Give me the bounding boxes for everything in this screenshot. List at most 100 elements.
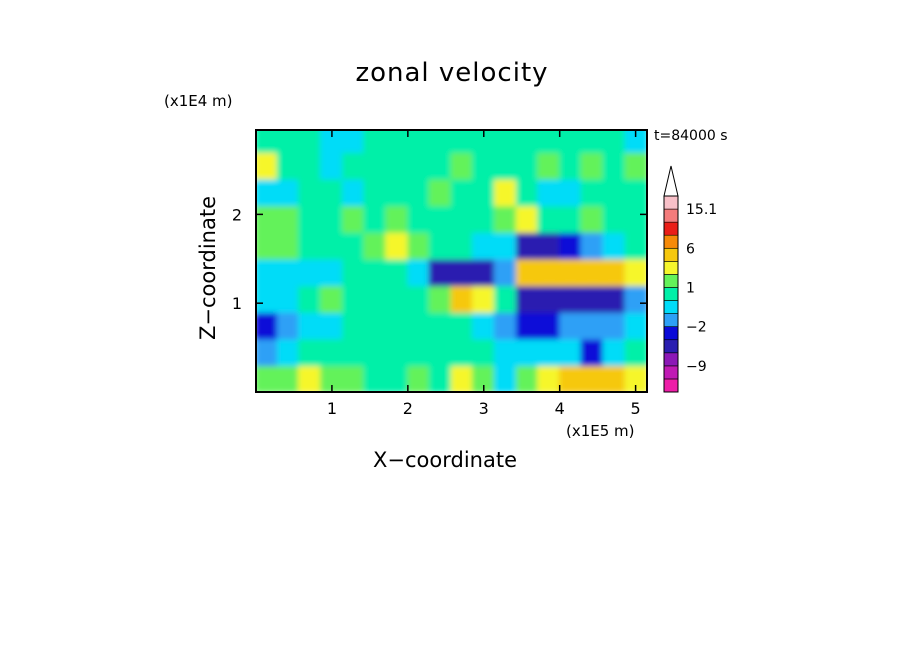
field-cell [385, 364, 410, 392]
field-cell [624, 258, 647, 287]
colorbar: 15.1 6 1 −2 −9 [663, 165, 717, 393]
field-cell [450, 130, 475, 153]
field-cell [428, 364, 453, 392]
field-cell [471, 231, 496, 260]
field-cell [342, 311, 366, 340]
colorbar-band [663, 221, 679, 236]
x-tick-label: 3 [479, 399, 489, 418]
field-cell [515, 258, 540, 287]
field-cell [256, 178, 279, 207]
field-cell [602, 337, 627, 367]
field-cell [407, 130, 432, 153]
field-cell [602, 258, 627, 287]
field-cell [515, 284, 540, 313]
field-cell [537, 231, 561, 260]
field-cell [428, 258, 453, 287]
field-cell [342, 337, 366, 367]
field-cell [428, 284, 453, 313]
field-cell [450, 231, 475, 260]
field-cell [515, 178, 540, 207]
field-cell [559, 130, 583, 153]
field-cell [580, 204, 605, 233]
field-cell [515, 337, 540, 367]
field-cell [298, 284, 322, 313]
field-cell [256, 284, 279, 313]
field-cell [342, 178, 366, 207]
field-cell [624, 284, 647, 313]
chart-title: zonal velocity [355, 58, 549, 88]
field-cell [580, 151, 605, 180]
field-cell [407, 204, 432, 233]
field-cell [276, 364, 301, 392]
field-cell [559, 231, 583, 260]
colorbar-band [663, 234, 679, 249]
field-cell [256, 258, 279, 287]
field-cell [407, 258, 432, 287]
field-cell [320, 231, 344, 260]
field-cell [428, 231, 453, 260]
field-cell [559, 284, 583, 313]
field-cell [580, 258, 605, 287]
field-cell [602, 204, 627, 233]
field-cell [602, 178, 627, 207]
field-cell [471, 337, 496, 367]
field-cell [580, 337, 605, 367]
field-cell [342, 204, 366, 233]
field-cell [559, 364, 583, 392]
field-cell [428, 204, 453, 233]
field-cell [256, 337, 279, 367]
field-cell [320, 258, 344, 287]
velocity-field [256, 130, 647, 392]
field-cell [493, 130, 518, 153]
field-cell [493, 231, 518, 260]
field-cell [363, 151, 388, 180]
field-cell [298, 178, 322, 207]
field-cell [450, 337, 475, 367]
colorbar-label: 15.1 [686, 202, 717, 218]
field-cell [320, 311, 344, 340]
field-cell [298, 337, 322, 367]
field-cell [256, 311, 279, 340]
field-cell [471, 204, 496, 233]
field-cell [602, 284, 627, 313]
field-cell [298, 258, 322, 287]
field-cell [537, 284, 561, 313]
x-axis-scale-label: (x1E5 m) [566, 422, 635, 440]
colorbar-band [663, 274, 679, 288]
colorbar-label: 1 [686, 280, 695, 296]
field-cell [450, 311, 475, 340]
field-cell [493, 284, 518, 313]
field-cell [342, 284, 366, 313]
field-cell [515, 204, 540, 233]
field-cell [471, 178, 496, 207]
field-cell [624, 311, 647, 340]
field-cell [320, 178, 344, 207]
colorbar-band [663, 261, 679, 275]
field-cell [537, 130, 561, 153]
field-cell [493, 311, 518, 340]
field-cell [298, 364, 322, 392]
axis-ticks: 1 2 3 4 5 1 2 [232, 130, 647, 418]
field-cell [450, 178, 475, 207]
field-cell [602, 151, 627, 180]
field-cell [363, 364, 388, 392]
field-cell [385, 258, 410, 287]
field-cell [342, 151, 366, 180]
time-label: t=84000 s [654, 128, 728, 144]
field-cell [450, 284, 475, 313]
colorbar-extend-tip [663, 165, 679, 197]
field-cell [624, 231, 647, 260]
field-cell [407, 284, 432, 313]
field-cell [256, 231, 279, 260]
field-cell [580, 311, 605, 340]
x-tick-label: 5 [631, 399, 641, 418]
field-cell [428, 130, 453, 153]
field-cell [256, 130, 279, 153]
field-cell [298, 151, 322, 180]
field-cell [471, 284, 496, 313]
field-cell [450, 151, 475, 180]
field-cell [363, 204, 388, 233]
field-cell [493, 178, 518, 207]
field-cell [298, 231, 322, 260]
x-axis-label: X−coordinate [373, 448, 517, 472]
